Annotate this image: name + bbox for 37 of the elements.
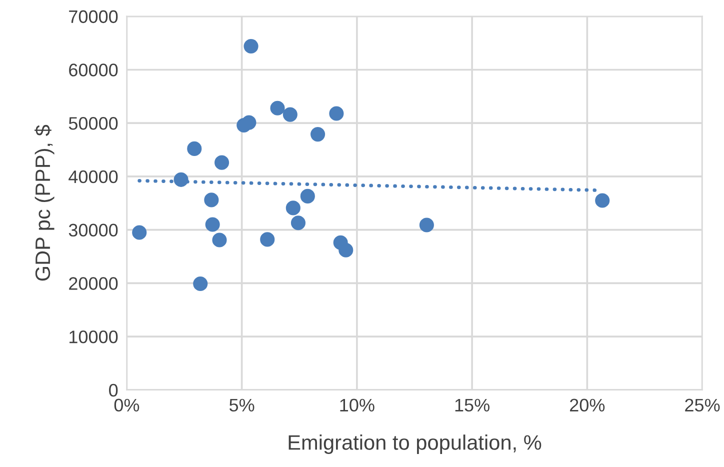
- x-tick-label: 15%: [455, 398, 490, 412]
- point: [338, 242, 354, 258]
- x-tick-label: 25%: [685, 398, 720, 412]
- y-axis-title: GDP pc (PPP), $: [34, 124, 54, 281]
- point: [174, 172, 188, 187]
- point: [260, 232, 275, 247]
- x-tick-label: 0%: [114, 398, 140, 412]
- y-tick-label: 10000: [70, 330, 118, 344]
- point: [244, 38, 258, 54]
- point: [270, 100, 285, 116]
- x-tick-label: 20%: [570, 398, 605, 412]
- y-tick-label: 20000: [69, 277, 118, 290]
- y-tick-label: 50000: [68, 117, 118, 130]
- point: [132, 225, 147, 240]
- y-tick-label: 0: [109, 384, 118, 397]
- y-tick-label: 40000: [68, 170, 118, 184]
- point: [329, 106, 344, 121]
- point: [300, 188, 315, 204]
- y-tick-label: 60000: [69, 64, 118, 76]
- point: [212, 232, 227, 248]
- point: [242, 115, 256, 130]
- x-tick-label: 10%: [340, 398, 374, 412]
- point: [419, 218, 434, 232]
- point: [290, 216, 306, 230]
- point: [282, 107, 298, 122]
- point: [214, 155, 230, 170]
- point: [286, 200, 300, 216]
- point: [204, 192, 219, 208]
- x-axis-title: Emigration to population, %: [288, 434, 542, 454]
- y-tick-label: 30000: [68, 224, 118, 237]
- point: [187, 141, 202, 156]
- point: [310, 127, 326, 142]
- y-tick-label: 70000: [69, 10, 118, 24]
- point: [205, 217, 220, 232]
- point: [193, 276, 208, 292]
- x-tick-label: 5%: [229, 398, 254, 412]
- point: [595, 193, 610, 208]
